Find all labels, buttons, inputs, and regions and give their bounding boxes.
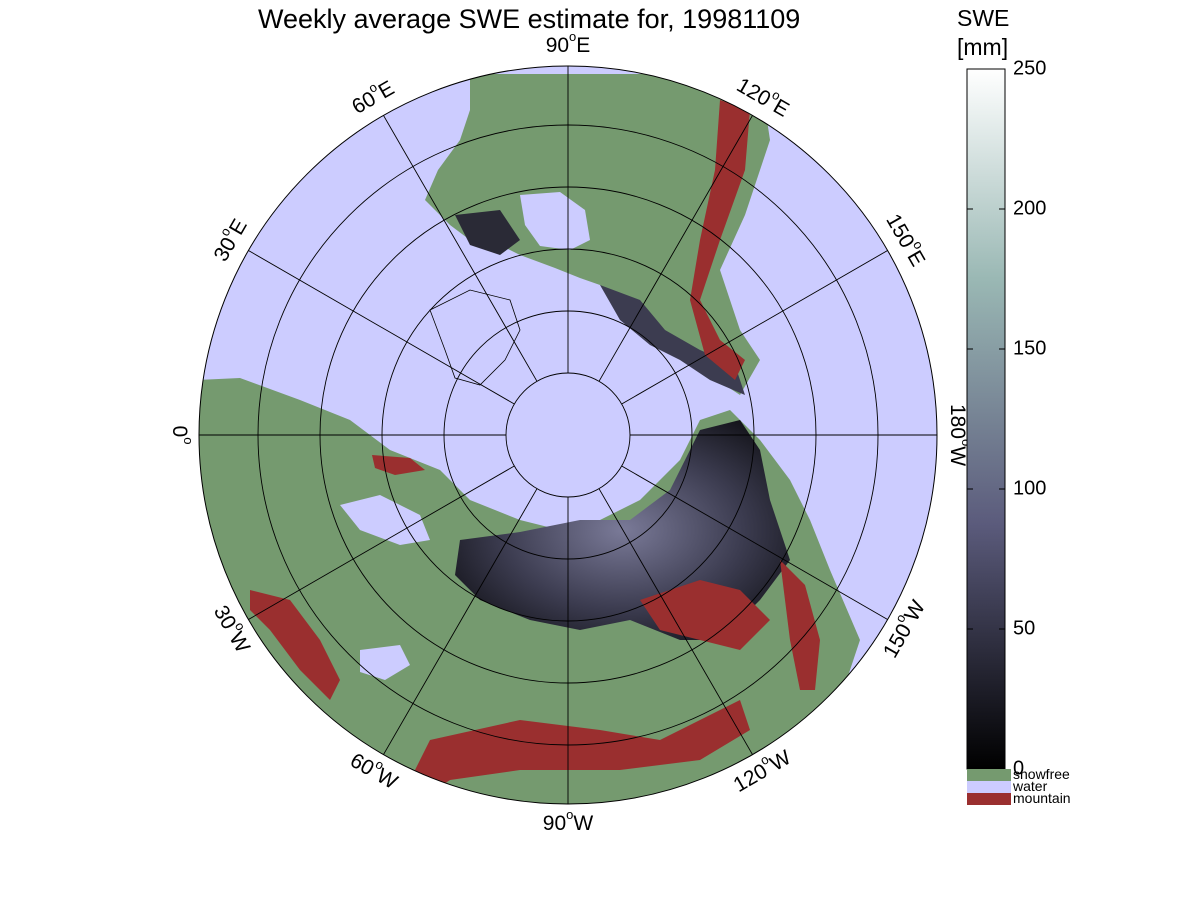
longitude-direction: E: [576, 34, 590, 57]
longitude-degree-value: 120: [733, 73, 775, 110]
meridian-line: [598, 488, 753, 755]
longitude-direction: E: [374, 76, 398, 103]
black-sea: [360, 645, 410, 680]
meridian-line: [248, 250, 515, 405]
colorbar-gradient: [966, 68, 1006, 770]
east-asia-mountains: [780, 560, 820, 690]
siberia-mountains: [640, 580, 770, 650]
colorbar-tick-label: 50: [1013, 617, 1035, 639]
colorbar-tick-label: 250: [1013, 57, 1046, 79]
graticule: [199, 66, 937, 804]
longitude-direction: W: [573, 812, 593, 835]
baltic-sea: [340, 495, 430, 545]
meridian-line: [621, 465, 888, 620]
longitude-label: 90oW: [543, 807, 594, 834]
polar-map: 90oW120oW150oW180oW150oE120oE90oE60oE30o…: [168, 29, 973, 834]
longitude-degree-value: 60: [346, 748, 378, 780]
category-swatch-snowfree: [967, 769, 1011, 781]
figure-title: Weekly average SWE estimate for, 1998110…: [258, 4, 801, 34]
meridian-line: [248, 465, 515, 620]
longitude-degree-value: 90: [546, 34, 569, 57]
longitude-label: 0o: [168, 426, 195, 445]
category-swatch-mountain: [967, 793, 1011, 805]
degree-symbol: o: [566, 807, 573, 822]
degree-symbol: o: [959, 439, 974, 446]
colorbar-tick-label: 150: [1013, 337, 1046, 359]
colorbar-tick-label: 200: [1013, 197, 1046, 219]
colorbar-title-unit: [mm]: [957, 34, 1009, 60]
longitude-degree-value: 180: [946, 404, 969, 439]
north-america-land: [425, 74, 770, 395]
map-border: [198, 65, 938, 805]
meridian-line: [598, 115, 753, 382]
degree-symbol: o: [569, 29, 576, 44]
longitude-degree-value: 90: [543, 812, 566, 835]
meridian-line: [383, 115, 538, 382]
longitude-direction: W: [766, 745, 795, 775]
europe-mountains: [250, 590, 340, 700]
north-pole-cap: [506, 373, 630, 497]
meridian-line: [621, 250, 888, 405]
himalaya: [415, 700, 750, 800]
category-label-snowfree: snowfree: [1013, 766, 1070, 782]
canada-snow: [600, 285, 745, 395]
colorbar-tick-label: 0: [1013, 757, 1024, 779]
colorbar-title-variable: SWE: [957, 5, 1010, 31]
longitude-degree-value: 30: [209, 233, 241, 265]
longitude-direction: W: [225, 628, 255, 657]
degree-symbol: o: [181, 437, 196, 444]
longitude-direction: W: [946, 446, 969, 466]
category-label-mountain: mountain: [1013, 790, 1071, 806]
hudson-bay: [520, 192, 590, 250]
category-label-water: water: [1012, 778, 1048, 794]
rocky-mountains: [690, 100, 750, 380]
colorbar-title: SWE [mm]: [957, 4, 1009, 62]
colorbar-tick-label: 100: [1013, 477, 1046, 499]
longitude-label: 180oW: [946, 404, 973, 466]
longitude-degree-value: 0: [168, 426, 191, 438]
category-swatch-water: [967, 781, 1011, 793]
canada-snow-2: [455, 210, 520, 255]
longitude-direction: E: [903, 247, 930, 271]
longitude-label: 90oE: [546, 29, 591, 56]
meridian-line: [383, 488, 538, 755]
